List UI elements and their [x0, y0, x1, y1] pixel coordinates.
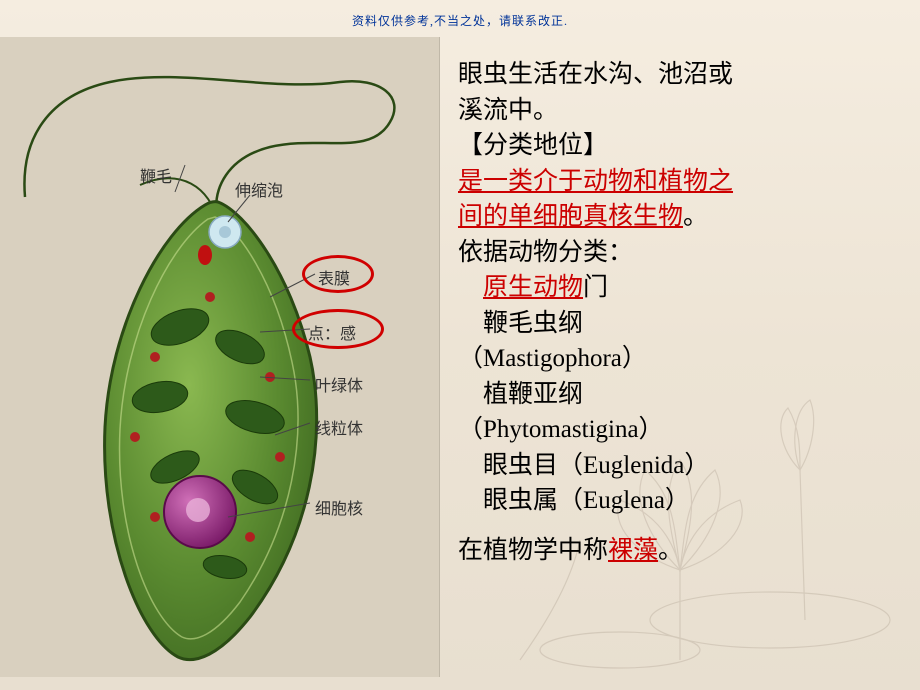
euglena-svg [10, 37, 430, 677]
habitat-line2: 溪流中。 [458, 93, 902, 129]
label-contractile-vacuole: 伸缩泡 [235, 177, 283, 201]
classification-red-1: 是一类介于动物和植物之 [458, 164, 902, 200]
euglena-diagram: 鞭毛 伸缩泡 表膜 点：感 叶绿体 线粒体 细胞核 [0, 37, 440, 677]
tax-protozoa: 原生动物门 [458, 270, 902, 306]
taxonomy-heading: 【分类地位】 [458, 128, 902, 164]
botany-name-line: 在植物学中称裸藻。 [458, 533, 902, 569]
tax-phytomastigina-en: （Phytomastigina） [458, 412, 902, 448]
label-flagellum: 鞭毛 [140, 163, 172, 187]
annotation-circle-pellicle [302, 255, 374, 293]
tax-phytomastigina-cn: 植鞭亚纲 [458, 377, 902, 413]
description-text: 眼虫生活在水沟、池沼或 溪流中。 【分类地位】 是一类介于动物和植物之 间的单细… [440, 37, 920, 679]
tax-mastigophora-en: （Mastigophora） [458, 341, 902, 377]
tax-euglena: 眼虫属（Euglena） [458, 483, 902, 519]
slide-container: 鞭毛 伸缩泡 表膜 点：感 叶绿体 线粒体 细胞核 眼虫生活在水沟、池沼或 溪流… [0, 29, 920, 679]
tax-euglenida: 眼虫目（Euglenida） [458, 448, 902, 484]
animal-classification-heading: 依据动物分类： [458, 235, 902, 271]
label-nucleus: 细胞核 [315, 495, 363, 519]
classification-red-2: 间的单细胞真核生物。 [458, 199, 902, 235]
tax-mastigophora-cn: 鞭毛虫纲 [458, 306, 902, 342]
label-mitochondrion: 线粒体 [315, 415, 363, 439]
annotation-circle-stigma [292, 309, 384, 349]
header-disclaimer: 资料仅供参考,不当之处，请联系改正. [0, 0, 920, 29]
habitat-line1: 眼虫生活在水沟、池沼或 [458, 57, 902, 93]
label-chloroplast: 叶绿体 [315, 372, 363, 396]
